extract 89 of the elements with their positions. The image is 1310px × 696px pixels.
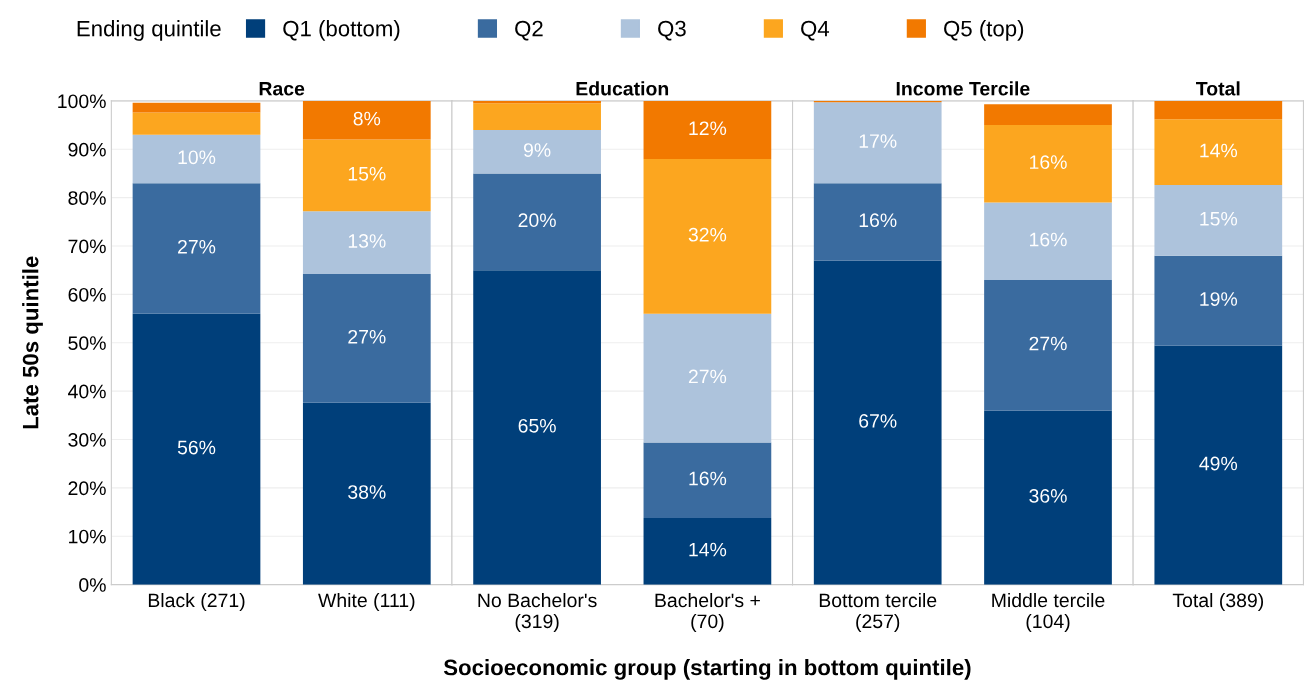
y-tick-label: 30% [68,432,106,447]
legend-label: Q5 (top) [944,20,1024,41]
data-label: 32% [688,227,727,242]
data-label: 16% [859,213,897,228]
data-label: 14% [1200,143,1238,158]
bar [302,139,431,212]
data-label: 49% [1199,456,1238,471]
data-label: 27% [1029,336,1067,351]
x-tick-label: No Bachelor's (319) [478,592,597,633]
data-label: 15% [348,166,386,181]
data-label: 27% [348,329,386,344]
data-label: 13% [348,234,386,248]
data-label: 67% [859,414,897,428]
legend-label: Q4 [801,20,830,41]
bar [984,104,1112,126]
bar [473,129,601,174]
data-label: 56% [177,440,216,455]
data-label: 27% [178,239,216,254]
bar [302,211,431,275]
y-tick-label: 70% [68,239,106,254]
y-tick-label: 20% [68,481,106,496]
bar [984,279,1112,411]
bar [473,270,601,585]
legend-label: Q2 [515,20,543,41]
data-label: 9% [523,143,551,157]
bar [1154,119,1283,186]
bar [643,100,772,159]
legend-label: Q1 (bottom) [283,20,400,41]
y-tick-label: 90% [68,142,106,157]
x-tick-label: Total (389) [1172,592,1264,612]
y-tick-label: 80% [68,191,106,205]
chart-title: Income Tercile [896,81,1030,96]
data-label: 36% [1029,489,1067,503]
y-tick-label: 50% [68,336,106,351]
bar [132,134,261,184]
bar [302,402,431,585]
y-tick-label: 10% [69,529,106,544]
bar [302,274,431,403]
bar [302,100,431,140]
data-label: 20% [518,213,556,228]
bar [643,442,772,518]
bar [132,313,261,585]
bar [643,313,772,443]
data-label: 14% [689,542,727,557]
x-tick-label: Bachelor's + (70) [655,592,760,633]
bar [984,410,1112,585]
data-label: 16% [1030,155,1067,170]
y-tick-label: 40% [68,384,106,399]
data-label: 17% [859,134,897,148]
bar [643,158,772,314]
y-tick-label: 60% [68,287,106,302]
chart-title: Total [1196,81,1240,96]
x-tick-label: Middle tercile (104) [992,592,1105,633]
x-axis-title: Socioeconomic group (starting in bottom quintile) [443,659,971,680]
data-label: 15% [1200,211,1238,226]
bar [1154,185,1283,256]
bar [813,183,942,261]
bar [984,202,1112,280]
bar [132,112,261,135]
data-label: 65% [518,418,556,433]
bar [473,103,601,130]
bar [1154,345,1283,585]
bar [984,125,1112,203]
y-axis-title: Late 50s quintile [22,256,43,429]
chart-title: Education [576,81,669,96]
chart-title: Race [259,81,305,96]
data-label: 19% [1200,292,1238,306]
bar [132,183,261,314]
bar [132,102,261,113]
y-tick-label: 0% [79,578,106,592]
x-tick-label: White (111) [318,592,415,612]
data-label: 27% [688,369,727,384]
data-label: 38% [348,485,386,499]
data-label: 12% [689,121,727,136]
x-tick-label: Bottom tercile (257) [819,592,937,633]
x-tick-label: Black (271) [148,592,245,612]
data-label: 16% [689,471,727,486]
bar [473,173,601,271]
data-label: 10% [178,150,216,165]
data-label: 8% [353,111,381,126]
legend-title: Ending quintile [77,20,221,41]
bar [643,517,772,585]
data-label: 16% [1030,232,1067,247]
bar [1154,100,1283,120]
legend-label: Q3 [658,20,686,41]
bar [1154,255,1283,346]
bar [813,260,942,585]
y-tick-label: 100% [58,94,106,109]
bar [813,102,942,184]
